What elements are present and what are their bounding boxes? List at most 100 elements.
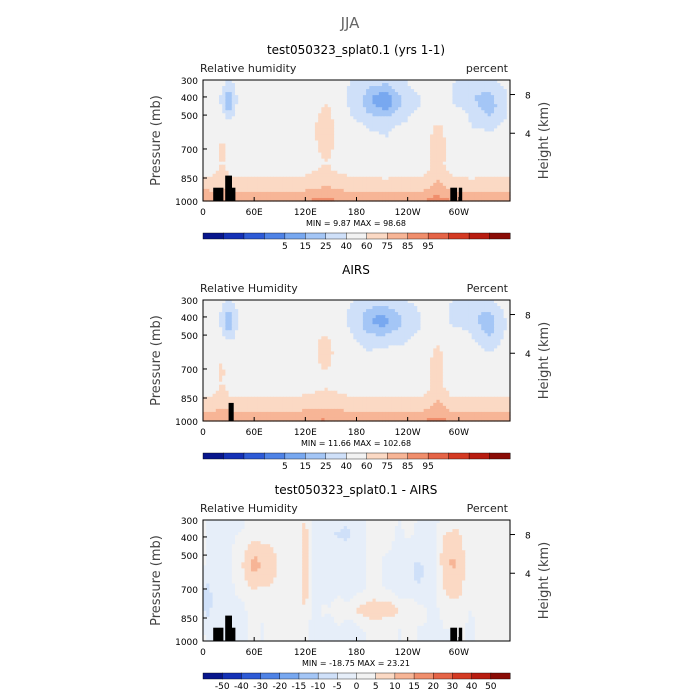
contour-cell [391,119,396,123]
contour-cell [244,137,249,142]
contour-cell [378,149,383,154]
contour-cell [302,128,306,133]
contour-cell [430,140,434,145]
contour-cell [372,167,377,172]
panel-1: test050323_splat0.1 (yrs 1-1)Relative hu… [149,43,552,252]
contour-cell [382,113,386,117]
contour-cell [260,95,265,99]
contour-cell [452,149,457,154]
contour-cell [311,167,316,172]
contour-cell [334,152,338,157]
contour-cell [398,173,402,178]
contour-cell [442,137,447,142]
contour-cell [468,152,473,157]
contour-cell [423,122,428,126]
contour-cell [372,134,377,139]
contour-cell [506,143,511,148]
contour-cell [503,176,508,181]
contour-cell [417,170,422,175]
contour-cell [446,146,450,151]
contour-cell [257,131,262,136]
contour-cell [497,113,502,117]
contour-cell [250,119,255,123]
contour-cell [350,104,354,108]
contour-cell [487,86,492,90]
contour-cell [394,98,399,102]
contour-cell [209,104,214,108]
contour-cell [324,86,329,90]
contour-cell [324,182,329,187]
contour-cell [506,149,511,154]
contour-cell [254,122,258,126]
contour-cell [257,146,262,151]
contour-field [203,80,511,202]
contour-cell [266,167,271,172]
contour-cell [372,131,377,136]
contour-cell [452,158,457,163]
contour-cell [330,122,335,126]
contour-cell [250,110,255,114]
contour-cell [209,167,214,172]
contour-cell [225,86,230,90]
contour-cell [404,98,409,102]
contour-cell [330,131,335,136]
contour-cell [369,98,374,102]
contour-cell [362,134,367,139]
contour-cell [385,89,390,93]
contour-cell [343,173,348,178]
contour-cell [449,113,454,117]
contour-cell [292,149,297,154]
contour-cell [481,155,486,160]
contour-cell [263,116,268,120]
contour-cell [484,140,489,145]
contour-cell [292,116,297,120]
contour-cell [225,104,230,108]
contour-cell [321,119,326,123]
contour-cell [353,140,358,145]
contour-cell [404,80,409,84]
contour-cell [276,167,281,172]
contour-cell [206,161,210,166]
contour-cell [231,158,236,163]
contour-cell [468,134,473,139]
contour-cell [260,89,265,93]
contour-cell [433,86,438,90]
contour-cell [494,128,498,133]
contour-cell [250,149,255,154]
contour-cell [398,113,402,117]
contour-cell [474,110,479,114]
contour-cell [244,104,249,108]
contour-cell [241,119,246,123]
contour-cell [490,176,495,181]
contour-cell [385,146,390,151]
contour-cell [487,152,492,157]
contour-cell [455,104,460,108]
contour-cell [247,110,252,114]
contour-cell [295,149,300,154]
contour-cell [330,155,335,160]
contour-cell [414,110,418,114]
contour-cell [471,125,476,130]
contour-cell [458,143,463,148]
contour-cell [494,98,498,102]
contour-cell [203,89,207,93]
contour-cell [420,143,425,148]
contour-cell [350,149,354,154]
contour-cell [263,98,268,102]
contour-cell [404,176,409,181]
contour-cell [337,104,342,108]
contour-cell [247,134,252,139]
contour-cell [391,134,396,139]
contour-cell [254,140,258,145]
contour-cell [458,146,463,151]
contour-cell [289,167,294,172]
contour-cell [385,137,390,142]
contour-cell [394,92,399,96]
contour-cell [420,149,425,154]
contour-cell [465,158,470,163]
contour-cell [362,101,367,105]
contour-cell [266,113,271,117]
contour-cell [292,176,297,181]
contour-cell [330,176,335,181]
contour-cell [490,167,495,172]
